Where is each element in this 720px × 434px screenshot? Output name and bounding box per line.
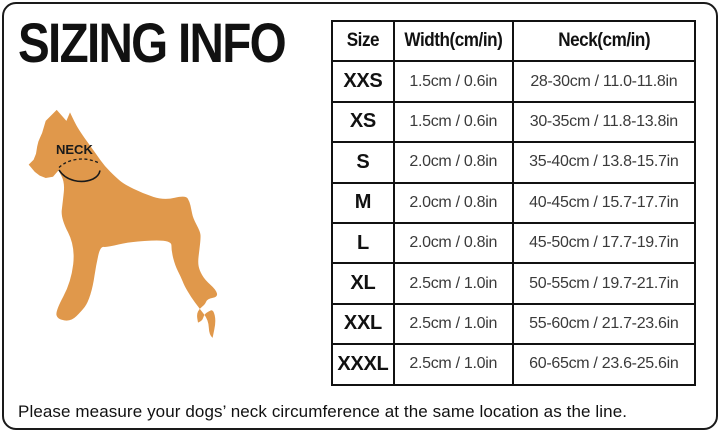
- svg-text:NECK: NECK: [56, 142, 93, 157]
